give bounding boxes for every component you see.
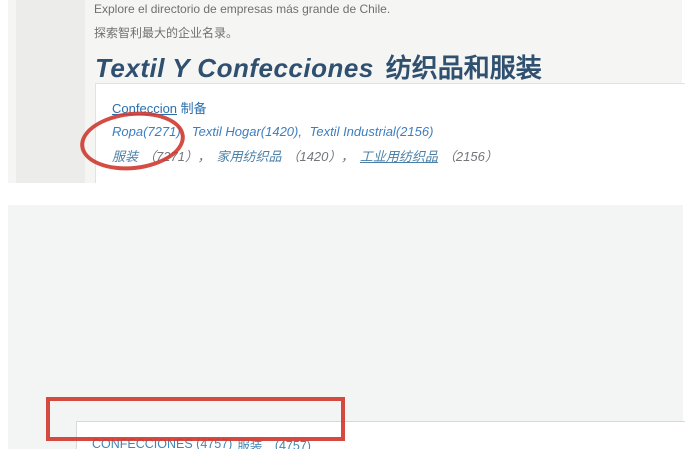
list-item-label-es: CONFECCIONES (4757): [92, 437, 233, 449]
subcategory-links-zh: 服装 （7271） ， 家用纺织品 （1420） ， 工业用纺织品 （2156）: [112, 146, 498, 165]
page-title: Textil Y Confecciones 纺织品和服装: [95, 48, 542, 85]
textil-industrial-link-zh[interactable]: 工业用纺织品: [359, 149, 438, 164]
confeccion-link-zh: 制备: [180, 101, 207, 116]
annotation-rectangle: [46, 397, 345, 441]
confeccion-link[interactable]: Confeccion: [112, 101, 178, 116]
left-gutter: [16, 0, 85, 183]
ropa-link-zh[interactable]: 服装: [112, 149, 139, 164]
page-title-es: Textil Y Confecciones: [95, 53, 374, 83]
textil-hogar-link[interactable]: Textil Hogar(1420): [191, 124, 299, 139]
list-item-confecciones[interactable]: CONFECCIONES (4757) 服装 (4757): [77, 422, 685, 449]
count: （1420）: [286, 149, 335, 164]
separator: ，: [197, 149, 211, 164]
page-title-zh: 纺织品和服装: [385, 53, 542, 83]
ropa-link[interactable]: Ropa(7271): [112, 124, 181, 139]
category-list: CONFECCIONES (4757) 服装 (4757) ROPA INTER…: [76, 421, 685, 449]
category-list-section: CONFECCIONES (4757) 服装 (4757) ROPA INTER…: [8, 205, 685, 449]
separator: ,: [180, 124, 188, 139]
count: （2156）: [442, 149, 498, 164]
subcategory-links-es: Ropa(7271), Textil Hogar(1420), Textil I…: [112, 124, 433, 139]
intro-text-zh: 探索智利最大的企业名录。: [94, 26, 239, 40]
header-section: Explore el directorio de empresas más gr…: [8, 0, 685, 183]
list-item-label-zh: 服装 (4757): [237, 438, 311, 449]
count: （7271）: [143, 149, 192, 164]
textil-hogar-link-zh[interactable]: 家用纺织品: [216, 149, 282, 164]
separator: ,: [298, 124, 306, 139]
category-summary-box: Confeccion 制备 Ropa(7271), Textil Hogar(1…: [95, 83, 685, 183]
intro-text-es: Explore el directorio de empresas más gr…: [94, 2, 391, 16]
textil-industrial-link[interactable]: Textil Industrial(2156): [309, 124, 434, 139]
separator: ，: [340, 149, 354, 164]
category-title: Confeccion 制备: [112, 98, 207, 117]
